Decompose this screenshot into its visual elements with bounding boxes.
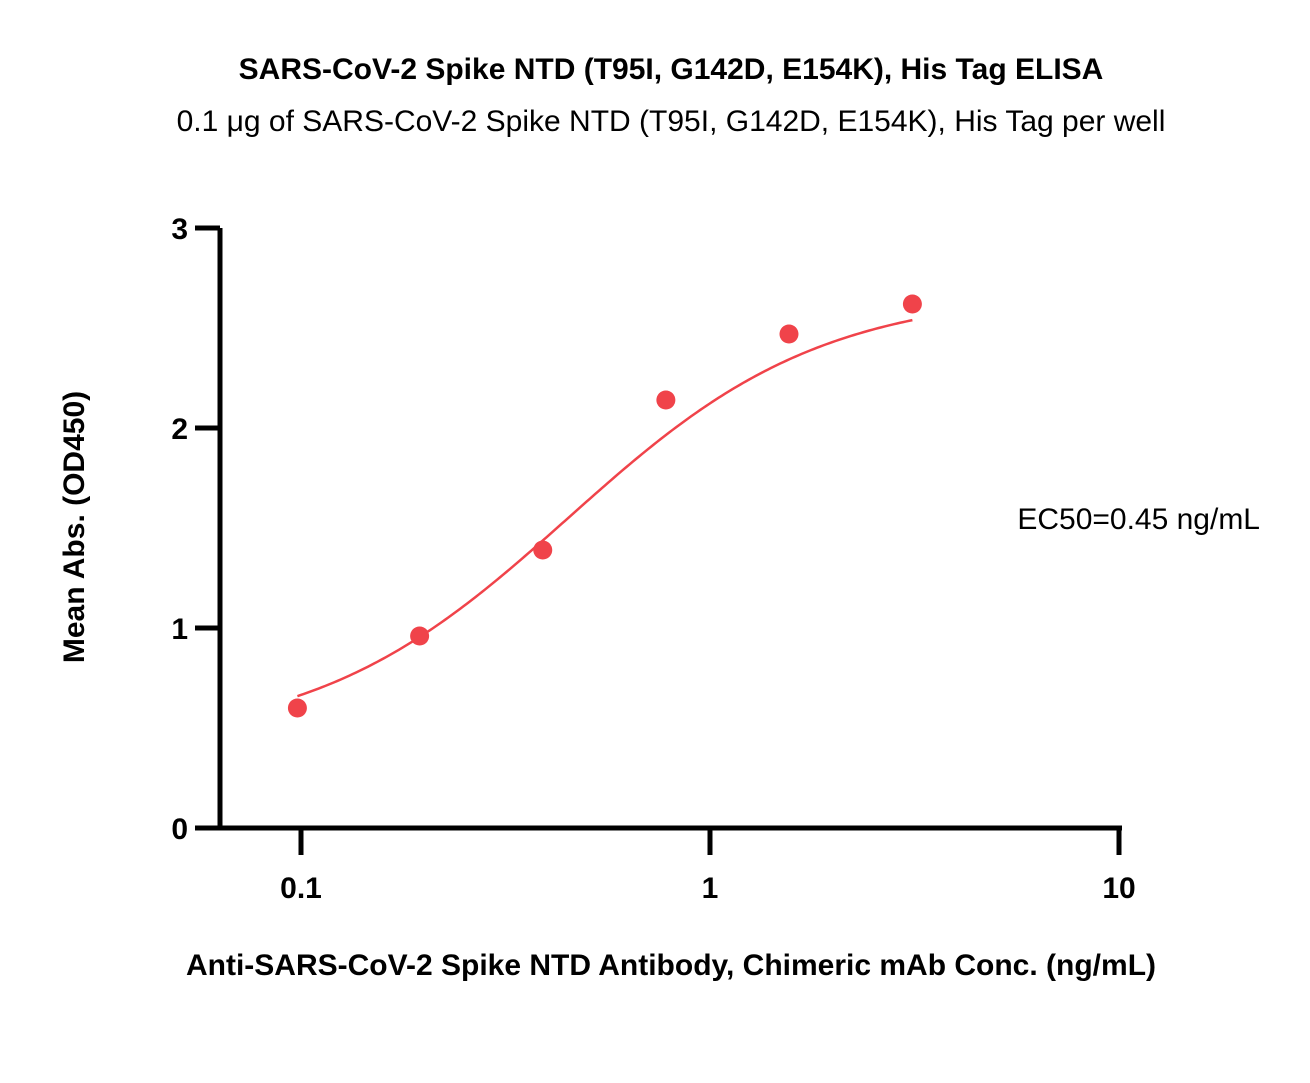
data-points (287, 294, 922, 718)
axes: 0 1 2 3 0.1 1 10 (171, 213, 1135, 905)
data-point (533, 540, 553, 560)
data-point (287, 698, 307, 718)
ec50-annotation: EC50=0.45 ng/mL (1017, 503, 1260, 536)
x-tick-label: 1 (702, 872, 719, 905)
chart-title: SARS-CoV-2 Spike NTD (T95I, G142D, E154K… (239, 53, 1104, 86)
data-point (410, 626, 430, 646)
y-tick-label: 3 (171, 213, 188, 246)
y-tick-label: 1 (171, 613, 188, 646)
y-tick-label: 2 (171, 413, 188, 446)
data-point (779, 324, 799, 344)
data-point (902, 294, 922, 314)
y-axis-label: Mean Abs. (OD450) (58, 391, 91, 663)
plot-area (287, 294, 922, 718)
y-tick-label: 0 (171, 813, 188, 846)
data-point (656, 390, 676, 410)
y-axis-ticks: 0 1 2 3 (171, 213, 220, 846)
chart-subtitle: 0.1 μg of SARS-CoV-2 Spike NTD (T95I, G1… (177, 105, 1166, 138)
x-axis-ticks: 0.1 1 10 (280, 828, 1136, 905)
x-tick-label: 0.1 (280, 872, 322, 905)
fit-curve (297, 318, 913, 698)
x-axis-label: Anti-SARS-CoV-2 Spike NTD Antibody, Chim… (186, 949, 1156, 982)
x-tick-label: 10 (1102, 872, 1135, 905)
